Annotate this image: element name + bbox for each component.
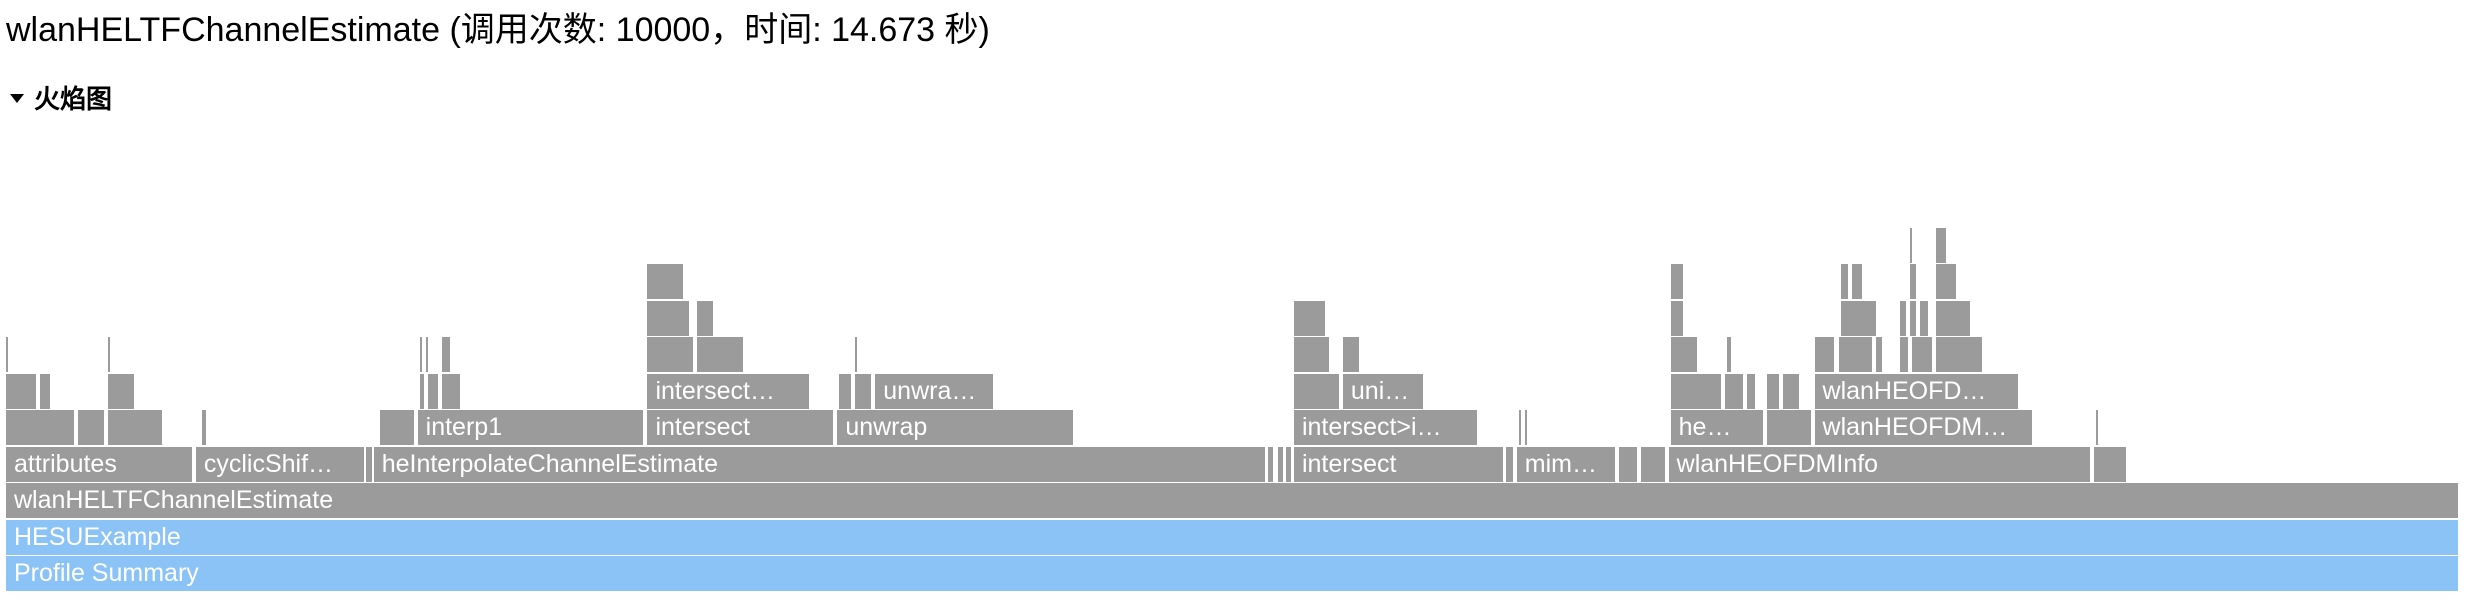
flame-frame[interactable] <box>1670 300 1685 336</box>
flame-frame-intersect[interactable]: intersect <box>1293 446 1505 482</box>
flame-frame[interactable] <box>1285 446 1293 482</box>
flame-frame[interactable] <box>6 337 10 372</box>
flame-frame[interactable] <box>1293 300 1327 336</box>
flame-frame-mim[interactable]: mim… <box>1516 446 1617 482</box>
flame-frame[interactable] <box>1277 446 1285 482</box>
flame-frame[interactable] <box>1920 300 1931 336</box>
flame-frame[interactable] <box>379 410 416 445</box>
flame-frame[interactable] <box>1670 264 1685 299</box>
flame-frame[interactable] <box>1838 337 1875 372</box>
flame-frame[interactable] <box>855 337 860 372</box>
flame-frame[interactable] <box>1814 337 1837 372</box>
flame-frame[interactable] <box>1936 337 1985 372</box>
flame-frame[interactable] <box>1766 410 1813 445</box>
flame-frame[interactable] <box>441 373 462 409</box>
flame-frame[interactable] <box>107 410 164 445</box>
flame-frame-intersect[interactable]: intersect… <box>647 373 812 409</box>
flame-frame[interactable] <box>2094 446 2129 482</box>
flame-frame[interactable] <box>647 264 686 299</box>
flame-frame[interactable] <box>647 300 692 336</box>
flame-frame-interp1[interactable]: interp1 <box>417 410 646 445</box>
flame-frame[interactable] <box>1900 337 1911 372</box>
flame-frame[interactable] <box>107 337 112 372</box>
flame-frame[interactable] <box>1936 227 1949 263</box>
flame-frame[interactable] <box>1936 300 1973 336</box>
flame-frame[interactable] <box>1910 264 1919 299</box>
flame-frame-cyclicshif[interactable]: cyclicShif… <box>195 446 366 482</box>
flame-frame-wlanheltfchannelestimate[interactable]: wlanHELTFChannelEstimate <box>6 483 2460 518</box>
flame-frame-unwra[interactable]: unwra… <box>875 373 996 409</box>
flame-frame[interactable] <box>419 373 426 409</box>
flame-frame[interactable] <box>1293 337 1331 372</box>
flame-frame[interactable] <box>1670 373 1723 409</box>
flame-frame[interactable] <box>1618 446 1639 482</box>
flame-frame[interactable] <box>1766 373 1781 409</box>
flame-frame-uni[interactable]: uni… <box>1342 373 1425 409</box>
flame-frame[interactable] <box>1726 337 1733 372</box>
flame-frame[interactable] <box>1524 410 1529 445</box>
flame-frame[interactable] <box>107 373 136 409</box>
page-title: wlanHELTFChannelEstimate (调用次数: 10000，时间… <box>6 11 990 49</box>
flame-frame[interactable] <box>1852 264 1865 299</box>
flame-frame-attributes[interactable]: attributes <box>6 446 194 482</box>
flame-frame[interactable] <box>419 337 424 372</box>
flame-frame[interactable] <box>1782 373 1801 409</box>
triangle-down-icon <box>10 93 24 103</box>
flame-frame[interactable] <box>1505 446 1515 482</box>
flame-frame[interactable] <box>1518 410 1523 445</box>
flame-frame[interactable] <box>855 373 874 409</box>
flame-frame[interactable] <box>1840 264 1851 299</box>
flame-frame[interactable] <box>1900 300 1909 336</box>
flame-frame[interactable] <box>839 373 854 409</box>
flame-frame[interactable] <box>1342 337 1361 372</box>
flame-frame-wlanheofdminfo[interactable]: wlanHEOFDMInfo <box>1668 446 2093 482</box>
flame-frame[interactable] <box>1746 373 1757 409</box>
flame-frame[interactable] <box>6 373 38 409</box>
flame-frame-wlanheofdm[interactable]: wlanHEOFDM… <box>1814 410 2035 445</box>
flame-frame[interactable] <box>1910 300 1919 336</box>
flame-frame-intersect[interactable]: intersect <box>647 410 836 445</box>
flame-frame-intersect-i[interactable]: intersect>i… <box>1293 410 1479 445</box>
flame-frame[interactable] <box>1724 373 1745 409</box>
flame-frame[interactable] <box>1670 337 1699 372</box>
flame-frame-unwrap[interactable]: unwrap <box>837 410 1076 445</box>
flame-frame[interactable] <box>441 337 452 372</box>
flame-frame[interactable] <box>1267 446 1275 482</box>
flame-frame-he[interactable]: he… <box>1670 410 1765 445</box>
flame-frame[interactable] <box>1840 300 1879 336</box>
flame-frame-wlanheofd[interactable]: wlanHEOFD… <box>1814 373 2021 409</box>
flame-frame-profile-summary[interactable]: Profile Summary <box>6 556 2460 591</box>
flame-frame[interactable] <box>697 337 746 372</box>
flame-frame[interactable] <box>1293 373 1341 409</box>
flame-frame[interactable] <box>647 337 696 372</box>
flame-frame[interactable] <box>365 446 374 482</box>
flame-frame[interactable] <box>1910 227 1915 263</box>
flame-graph-toggle[interactable]: 火焰图 <box>10 80 112 114</box>
flame-frame[interactable] <box>1936 264 1959 299</box>
flame-frame[interactable] <box>1912 337 1935 372</box>
flame-frame[interactable] <box>697 300 716 336</box>
flame-frame[interactable] <box>2096 410 2101 445</box>
flame-frame[interactable] <box>6 410 76 445</box>
flame-frame-hesuexample[interactable]: HESUExample <box>6 519 2460 555</box>
flame-frame[interactable] <box>425 337 430 372</box>
flame-frame[interactable] <box>77 410 106 445</box>
flame-frame-heinterpolatechannelestimate[interactable]: heInterpolateChannelEstimate <box>373 446 1267 482</box>
flame-frame[interactable] <box>1640 446 1667 482</box>
flame-frame[interactable] <box>427 373 440 409</box>
section-label: 火焰图 <box>34 83 113 114</box>
flame-frame[interactable] <box>1876 337 1885 372</box>
flame-frame[interactable] <box>39 373 52 409</box>
flame-frame[interactable] <box>201 410 208 445</box>
